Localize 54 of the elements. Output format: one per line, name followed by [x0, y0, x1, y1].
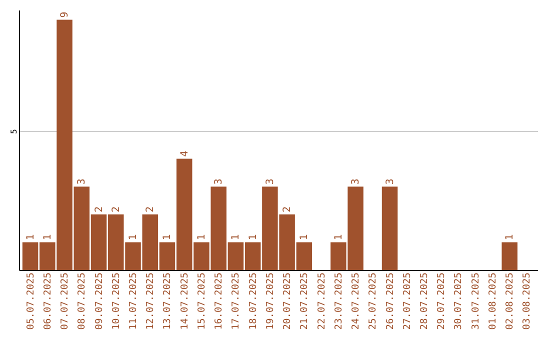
data-label: 3 [384, 178, 396, 185]
y-tick-label: 5 [10, 128, 18, 134]
x-tick-label: 28.07.2025 [419, 272, 430, 330]
data-label: 3 [76, 178, 88, 185]
data-label: 3 [264, 178, 276, 185]
x-tick-label: 08.07.2025 [76, 272, 88, 330]
x-tick-label: 29.07.2025 [436, 272, 448, 330]
x-tick-label: 05.07.2025 [25, 272, 36, 330]
x-tick-label: 02.08.2025 [504, 272, 516, 330]
x-tick-label: 20.07.2025 [282, 272, 294, 330]
x-tick-label: 15.07.2025 [196, 272, 208, 330]
x-tick-label: 01.08.2025 [487, 272, 498, 330]
data-label: 3 [214, 178, 225, 185]
bar [382, 186, 398, 270]
x-tick-label: 19.07.2025 [264, 272, 276, 330]
data-label: 1 [333, 234, 344, 240]
data-label: 2 [110, 206, 122, 212]
x-tick-label: 27.07.2025 [402, 272, 413, 330]
x-tick-label: 30.07.2025 [453, 272, 464, 330]
x-tick-label: 12.07.2025 [145, 272, 156, 330]
x-tick-label: 25.07.2025 [368, 272, 379, 330]
data-label: 3 [350, 178, 362, 185]
data-label: 2 [94, 206, 105, 212]
data-label: 2 [145, 206, 156, 212]
x-tick-label: 13.07.2025 [162, 272, 174, 330]
x-tick-label: 16.07.2025 [214, 272, 225, 330]
data-label: 1 [299, 234, 310, 240]
x-tick-label: 31.07.2025 [470, 272, 482, 330]
data-label: 1 [162, 234, 174, 240]
x-tick-label: 11.07.2025 [128, 272, 139, 330]
x-tick-label: 21.07.2025 [299, 272, 310, 330]
data-label: 1 [196, 234, 208, 240]
x-tick-label: 26.07.2025 [384, 272, 396, 330]
x-tick-label: 17.07.2025 [230, 272, 242, 330]
x-tick-label: 23.07.2025 [333, 272, 344, 330]
x-tick-label: 03.08.2025 [522, 272, 533, 330]
bar [502, 242, 518, 270]
x-tick-label: 06.07.2025 [42, 272, 54, 330]
x-tick-label: 10.07.2025 [110, 272, 122, 330]
data-label: 1 [504, 234, 516, 240]
data-label: 1 [128, 234, 139, 240]
data-label: 1 [25, 234, 36, 240]
data-label: 1 [42, 234, 54, 240]
data-label: 2 [282, 206, 294, 212]
x-tick-label: 09.07.2025 [94, 272, 105, 330]
x-tick-label: 07.07.2025 [60, 272, 71, 330]
x-tick-label: 24.07.2025 [350, 272, 362, 330]
data-label: 4 [179, 150, 190, 157]
x-tick-label: 22.07.2025 [316, 272, 328, 330]
data-label: 9 [60, 12, 71, 18]
x-tick-label: 14.07.2025 [179, 272, 190, 330]
x-tick-label: 18.07.2025 [248, 272, 259, 330]
data-label: 1 [230, 234, 242, 240]
data-label: 1 [248, 234, 259, 240]
